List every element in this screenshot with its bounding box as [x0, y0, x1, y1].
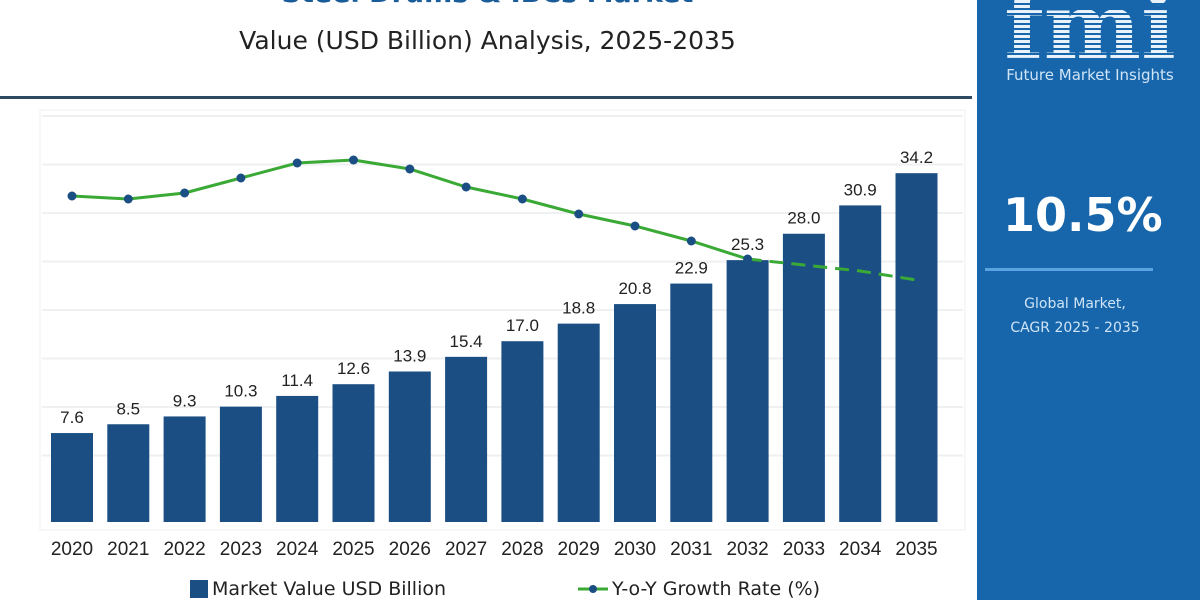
data-label-2020: 7.6 — [60, 408, 84, 427]
x-tick-2029: 2029 — [558, 539, 600, 560]
legend-bar-label: Market Value USD Billion — [212, 578, 447, 600]
growth-point-2032 — [743, 254, 753, 264]
x-tick-2026: 2026 — [389, 539, 431, 560]
title-divider — [0, 96, 972, 99]
data-label-2025: 12.6 — [337, 359, 370, 378]
data-label-2029: 18.8 — [562, 299, 595, 318]
bar-2030 — [614, 304, 656, 522]
bar-2028 — [501, 341, 544, 522]
growth-point-2023 — [236, 173, 246, 183]
data-label-2024: 11.4 — [281, 371, 313, 390]
bar-2035 — [895, 173, 938, 522]
bar-2027 — [445, 356, 488, 522]
data-label-2027: 15.4 — [450, 332, 483, 351]
x-tick-2034: 2034 — [839, 539, 882, 560]
x-tick-2027: 2027 — [445, 539, 487, 560]
x-tick-2020: 2020 — [51, 539, 93, 560]
bar-2024 — [276, 395, 319, 522]
legend-line: Y-o-Y Growth Rate (%) — [578, 578, 820, 600]
chart-title: Steel Drums & IBCs Market — [0, 0, 975, 9]
bar-2034 — [839, 205, 882, 523]
bar-2031 — [670, 283, 713, 522]
growth-point-2030 — [630, 221, 640, 231]
growth-point-2024 — [292, 158, 302, 168]
bar-2022 — [163, 416, 206, 522]
x-tick-2021: 2021 — [107, 539, 149, 560]
x-tick-2022: 2022 — [163, 539, 205, 560]
x-tick-2030: 2030 — [614, 539, 656, 560]
growth-point-2028 — [517, 194, 527, 204]
growth-point-2027 — [461, 182, 471, 192]
legend-line-label: Y-o-Y Growth Rate (%) — [612, 578, 821, 600]
data-label-2022: 9.3 — [173, 391, 197, 410]
bar-2029 — [557, 323, 600, 522]
bar-2032 — [726, 260, 769, 522]
cagr-divider — [985, 268, 1153, 271]
svg-text:fmi: fmi — [1005, 0, 1175, 62]
bar-2021 — [107, 424, 150, 522]
growth-point-2026 — [405, 164, 415, 174]
bar-2025 — [332, 384, 375, 522]
growth-line-dashed — [747, 257, 917, 282]
x-tick-2028: 2028 — [501, 539, 543, 560]
data-label-2031: 22.9 — [675, 259, 708, 278]
x-tick-2024: 2024 — [276, 539, 319, 560]
data-label-2033: 28.0 — [787, 209, 820, 228]
data-label-2023: 10.3 — [224, 382, 257, 401]
growth-point-2020 — [67, 191, 77, 201]
x-tick-2031: 2031 — [670, 539, 712, 560]
x-tick-2023: 2023 — [220, 539, 262, 560]
data-label-2035: 34.2 — [900, 148, 933, 167]
cagr-label: Global Market, CAGR 2025 - 2035 — [990, 292, 1160, 340]
bar-2033 — [782, 233, 825, 523]
bar-2020 — [51, 433, 93, 522]
bar-line-chart: 7.6 2020 8.5 2021 9.3 2022 10.3 2023 11.4 2024 12.… — [39, 109, 966, 560]
cagr-label-line1: Global Market, — [1024, 296, 1126, 312]
x-tick-2035: 2035 — [895, 539, 937, 560]
brand-name: Future Market Insights — [1006, 66, 1174, 84]
fmi-logo: fmi — [1005, 0, 1175, 62]
cagr-label-line2: CAGR 2025 - 2035 — [1010, 320, 1140, 336]
growth-point-2022 — [180, 188, 190, 198]
data-label-2034: 30.9 — [844, 180, 877, 199]
legend-bar: Market Value USD Billion — [190, 578, 446, 600]
growth-point-2029 — [574, 209, 584, 219]
chart-subtitle: Value (USD Billion) Analysis, 2025-2035 — [239, 26, 736, 55]
bar-2026 — [388, 371, 431, 522]
growth-point-2021 — [123, 194, 133, 204]
x-tick-2033: 2033 — [783, 539, 825, 560]
plot-frame — [39, 109, 966, 531]
data-label-2030: 20.8 — [618, 279, 651, 298]
legend-line-swatch — [578, 585, 608, 593]
legend-bar-swatch — [190, 580, 208, 598]
data-label-2026: 13.9 — [393, 346, 426, 365]
growth-line-solid — [71, 158, 749, 261]
x-tick-2032: 2032 — [726, 539, 768, 560]
data-label-2032: 25.3 — [731, 235, 764, 254]
growth-point-2031 — [686, 236, 696, 246]
data-label-2021: 8.5 — [116, 399, 140, 418]
growth-point-2025 — [349, 155, 358, 165]
cagr-value: 10.5% — [1003, 188, 1163, 242]
data-label-2028: 17.0 — [506, 316, 539, 335]
x-tick-2025: 2025 — [332, 539, 374, 560]
bar-2023 — [219, 406, 262, 522]
brand-panel — [977, 0, 1200, 600]
